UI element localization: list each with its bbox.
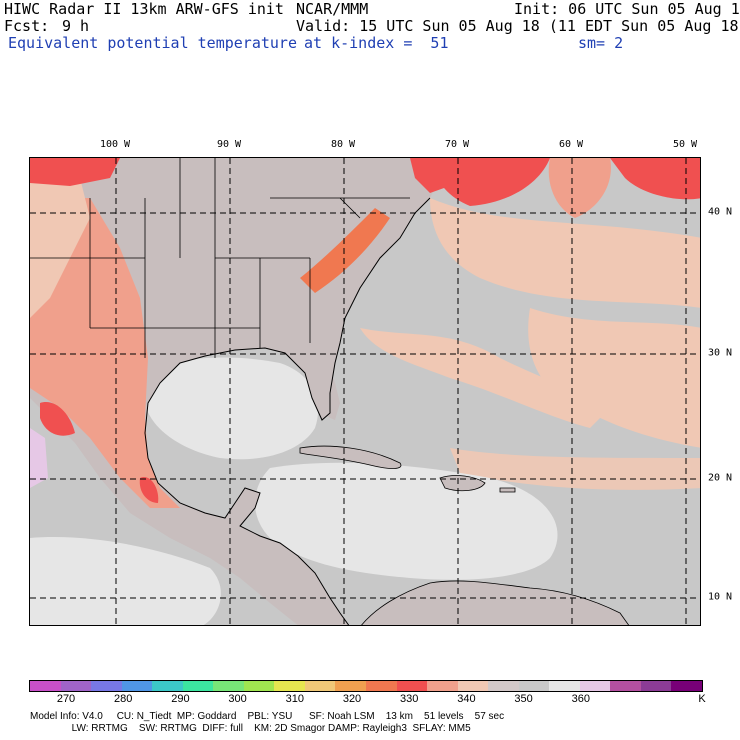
model-info-line: Model Info: V4.0 CU: N_Tiedt MP: Goddard… [30, 711, 505, 722]
lon-label-60w: 60 W [558, 139, 584, 150]
lon-label-70w: 70 W [444, 139, 470, 150]
colorbar-swatch [579, 681, 611, 691]
colorbar-swatch [60, 681, 92, 691]
valid-time: Valid: 15 UTC Sun 05 Aug 18 (11 EDT Sun … [296, 17, 740, 35]
colorbar-swatch [671, 681, 703, 691]
lat-label-40n: 40 N [708, 206, 733, 218]
colorbar-swatch [213, 681, 244, 691]
colorbar-swatch [549, 681, 580, 691]
colorbar-tick-label: 310 [285, 693, 304, 705]
atlantic-salmon-patch [548, 158, 611, 218]
colorbar-swatch [30, 681, 61, 691]
forecast-hour: 9 h [62, 17, 90, 35]
colorbar-tick-label: 360 [571, 693, 590, 705]
atlantic-moist-band-east [528, 308, 700, 448]
colorbar-swatch [182, 681, 214, 691]
colorbar-swatch [121, 681, 153, 691]
lat-label-20n: 20 N [708, 472, 733, 484]
lat-label-10n: 10 N [708, 591, 733, 603]
appalachian-warm-band [300, 208, 390, 293]
atlantic-red-patch-north [430, 158, 550, 206]
us-border-lines [30, 158, 410, 358]
colorbar-tick-label: 320 [342, 693, 362, 705]
colorbar-tick-label: 270 [56, 693, 76, 705]
colorbar-tick-label: 330 [400, 693, 419, 705]
colorbar-tick-label: 340 [457, 693, 476, 705]
puerto-rico-island [499, 487, 516, 493]
colorbar-unit: K [698, 693, 706, 705]
lon-label-80w: 80 W [330, 139, 356, 150]
forecast-label: Fcst: [4, 17, 50, 35]
colorbar-swatch [610, 681, 641, 691]
atlantic-red-patch-northeast [610, 158, 700, 200]
coastline [144, 197, 431, 625]
caribbean-light-area [255, 462, 558, 580]
lon-label-90w: 90 W [216, 139, 242, 150]
colorbar-swatch [274, 681, 305, 691]
colorbar-swatch [640, 681, 672, 691]
colorbar-swatch [457, 681, 489, 691]
colorbar-swatch [243, 681, 275, 691]
south-america-land [361, 580, 630, 625]
model-title: HIWC Radar II 13km ARW-GFS init [4, 0, 284, 18]
lon-label-100w: 100 W [99, 139, 131, 150]
level-label: at k-index = 51 [304, 34, 449, 52]
colorbar-swatch [427, 681, 458, 691]
colorbar-swatch [152, 681, 183, 691]
colorbar [29, 680, 703, 692]
atlantic-moist-band-north [430, 198, 700, 308]
lon-label-50w: 50 W [672, 139, 698, 150]
colorbar-swatch [396, 681, 428, 691]
lat-label-30n: 30 N [708, 347, 733, 359]
theta-e-map [29, 157, 701, 626]
mexico-red-spot-2 [139, 477, 159, 503]
atlantic-band-central [360, 328, 610, 428]
colorbar-swatch [91, 681, 122, 691]
colorbar-swatch [518, 681, 550, 691]
colorbar-swatch [335, 681, 367, 691]
colorbar-swatch [366, 681, 397, 691]
graticule [30, 158, 700, 625]
mexico-red-spot [40, 402, 75, 436]
colorbar-tick-label: 350 [514, 693, 533, 705]
colorbar-swatch [488, 681, 519, 691]
gulf-light-area [145, 357, 319, 460]
northeast-red-patch [410, 158, 460, 193]
smoothing-label: sm= 2 [578, 34, 624, 52]
colorbar-tick-label: 300 [228, 693, 247, 705]
northwest-red-patch [30, 158, 120, 186]
lilac-patch [30, 428, 48, 488]
field-name: Equivalent potential temperature [8, 34, 297, 52]
colorbar-tick-label: 280 [114, 693, 133, 705]
source-label: NCAR/MMM [296, 0, 369, 18]
southwest-warm-area [30, 198, 180, 508]
init-time: Init: 06 UTC Sun 05 Aug 18 [514, 0, 740, 18]
pacific-light-area [30, 537, 221, 625]
colorbar-tick-label: 290 [171, 693, 190, 705]
cuba-island [299, 445, 402, 469]
physics-info-line: LW: RRTMG SW: RRTMG DIFF: full KM: 2D Sm… [30, 723, 471, 734]
colorbar-swatch [304, 681, 336, 691]
